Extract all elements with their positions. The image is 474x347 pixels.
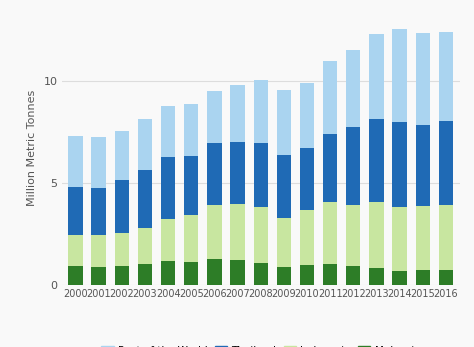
- Bar: [346, 127, 360, 205]
- Bar: [184, 104, 199, 156]
- Bar: [277, 90, 291, 155]
- Bar: [207, 259, 221, 285]
- Bar: [68, 266, 82, 285]
- Bar: [254, 207, 268, 263]
- Y-axis label: Million Metric Tonnes: Million Metric Tonnes: [27, 89, 36, 206]
- Bar: [346, 266, 360, 285]
- Bar: [300, 148, 314, 210]
- Bar: [392, 271, 407, 285]
- Bar: [161, 106, 175, 157]
- Bar: [91, 235, 106, 267]
- Bar: [346, 50, 360, 127]
- Bar: [369, 268, 383, 285]
- Bar: [346, 205, 360, 266]
- Bar: [392, 207, 407, 271]
- Bar: [138, 119, 152, 170]
- Bar: [439, 270, 453, 285]
- Bar: [392, 122, 407, 207]
- Bar: [323, 134, 337, 202]
- Bar: [254, 143, 268, 207]
- Bar: [323, 202, 337, 264]
- Bar: [184, 262, 199, 285]
- Bar: [439, 205, 453, 270]
- Bar: [138, 170, 152, 228]
- Bar: [323, 61, 337, 134]
- Legend: Rest of the World, Thailand, Indonesia, Malaysia: Rest of the World, Thailand, Indonesia, …: [101, 346, 420, 347]
- Bar: [115, 234, 129, 266]
- Bar: [230, 85, 245, 142]
- Bar: [115, 266, 129, 285]
- Bar: [207, 205, 221, 259]
- Bar: [68, 235, 82, 266]
- Bar: [230, 142, 245, 204]
- Bar: [115, 180, 129, 234]
- Bar: [277, 267, 291, 285]
- Bar: [68, 187, 82, 235]
- Bar: [138, 228, 152, 264]
- Bar: [184, 156, 199, 215]
- Bar: [161, 219, 175, 261]
- Bar: [161, 261, 175, 285]
- Bar: [91, 188, 106, 235]
- Bar: [416, 125, 430, 206]
- Bar: [254, 263, 268, 285]
- Bar: [416, 33, 430, 125]
- Bar: [369, 202, 383, 268]
- Bar: [300, 265, 314, 285]
- Bar: [68, 136, 82, 187]
- Bar: [277, 218, 291, 267]
- Bar: [184, 215, 199, 262]
- Bar: [369, 119, 383, 202]
- Bar: [277, 155, 291, 218]
- Bar: [392, 29, 407, 122]
- Bar: [300, 83, 314, 148]
- Bar: [323, 264, 337, 285]
- Bar: [254, 80, 268, 143]
- Bar: [439, 121, 453, 205]
- Bar: [207, 91, 221, 143]
- Bar: [300, 210, 314, 265]
- Bar: [230, 204, 245, 260]
- Bar: [416, 270, 430, 285]
- Bar: [91, 267, 106, 285]
- Bar: [91, 137, 106, 188]
- Bar: [439, 32, 453, 121]
- Bar: [115, 131, 129, 180]
- Bar: [138, 264, 152, 285]
- Bar: [369, 34, 383, 119]
- Bar: [161, 157, 175, 219]
- Bar: [207, 143, 221, 205]
- Bar: [230, 260, 245, 285]
- Bar: [416, 206, 430, 270]
